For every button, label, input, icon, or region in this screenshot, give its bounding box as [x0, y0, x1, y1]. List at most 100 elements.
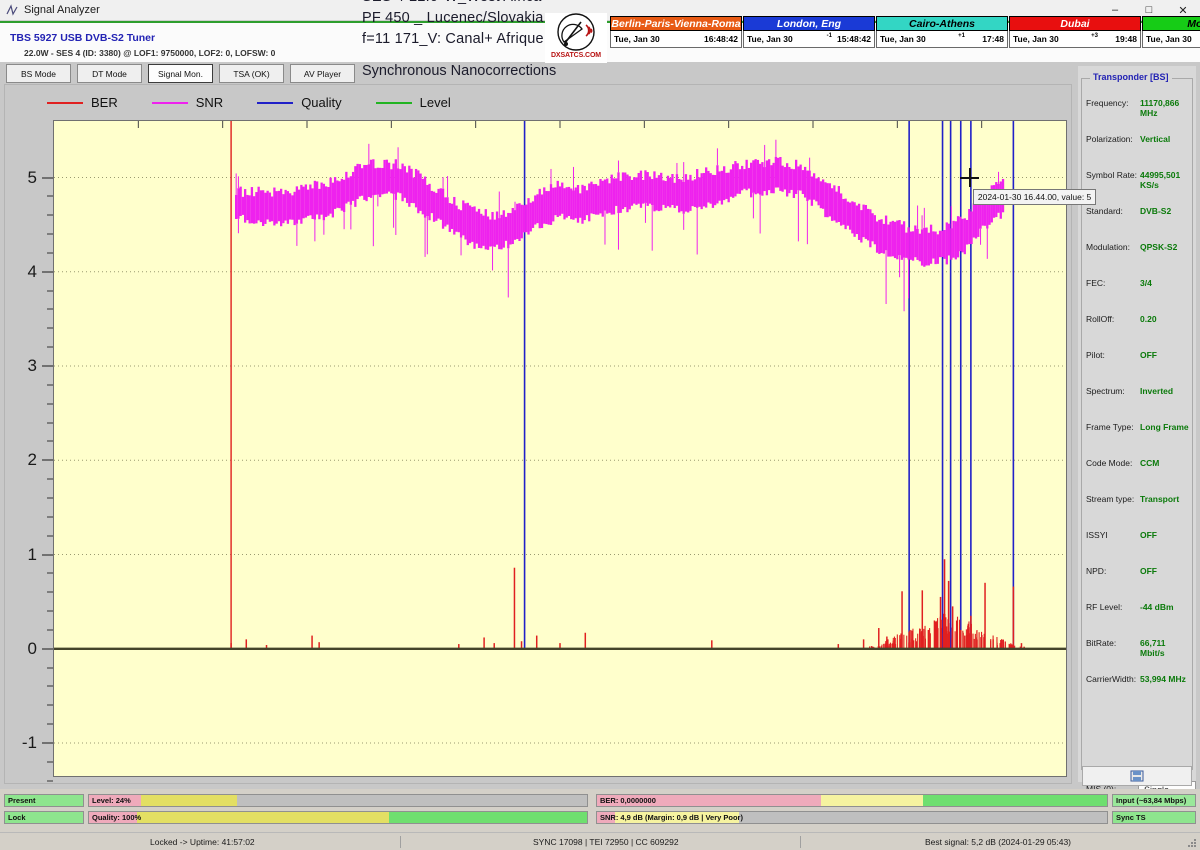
- transponder-group-title: Transponder [BS]: [1090, 72, 1172, 82]
- transponder-row: BitRate: 66,711 Mbit/s: [1086, 638, 1192, 658]
- transponder-row: ISSYI OFF: [1086, 530, 1192, 544]
- plot-area-wrapper[interactable]: 2024-01-30 16.44.00, value: 5: [53, 120, 1097, 777]
- y-axis-minor-tick: [47, 403, 53, 405]
- y-axis-minor-tick: [47, 290, 53, 292]
- clock-value: 17:48: [982, 34, 1004, 44]
- legend-item-snr[interactable]: SNR: [151, 95, 223, 110]
- close-button[interactable]: ✕: [1178, 4, 1188, 17]
- y-axis-tick: [42, 365, 53, 367]
- clock-value: 16:48:42: [703, 34, 738, 44]
- y-axis-minor-tick: [47, 233, 53, 235]
- y-axis-minor-tick: [47, 308, 53, 310]
- y-axis-minor-tick: [47, 195, 53, 197]
- minimize-button[interactable]: –: [1111, 4, 1119, 16]
- transponder-value: 66,711 Mbit/s: [1140, 638, 1166, 658]
- tuner-subtitle: 22.0W - SES 4 (ID: 3380) @ LOF1: 9750000…: [24, 48, 276, 58]
- clock-cell: Cairo-Athens Tue, Jan 30 +1 17:48: [876, 16, 1008, 48]
- transponder-row: Stream type: Transport: [1086, 494, 1192, 508]
- clock-cell: Berlin-Paris-Vienna-Roma Tue, Jan 30 16:48…: [610, 16, 742, 48]
- save-button[interactable]: [1082, 766, 1192, 786]
- y-axis-minor-tick: [47, 572, 53, 574]
- input-bar: Input (~63,84 Mbps): [1112, 794, 1196, 807]
- level-label: Level: 24%: [92, 796, 131, 805]
- y-axis-tick-label: 2: [27, 450, 37, 470]
- transponder-row: RF Level: -44 dBm: [1086, 602, 1192, 616]
- clock-offset: +1: [958, 33, 965, 39]
- y-axis-minor-tick: [47, 667, 53, 669]
- transponder-value: 3/4: [1140, 278, 1152, 288]
- transponder-value: 11170,866 MHz: [1140, 98, 1180, 118]
- clock-city: Cairo-Athens: [876, 16, 1008, 31]
- legend-label: Level: [419, 95, 451, 110]
- y-axis-minor-tick: [47, 478, 53, 480]
- y-axis-tick-label: 5: [27, 167, 37, 187]
- legend-swatch: [257, 101, 294, 104]
- quality-label: Quality: 100%: [92, 813, 142, 822]
- y-axis-minor-tick: [47, 780, 53, 782]
- transponder-key: ISSYI: [1086, 530, 1108, 540]
- uptime-text: Locked -> Uptime: 41:57:02: [150, 837, 255, 847]
- clock-date: Tue, Jan 30: [1013, 34, 1059, 44]
- transponder-row: CarrierWidth: 53,994 MHz: [1086, 674, 1192, 688]
- clock-date: Tue, Jan 30: [747, 34, 793, 44]
- snr-bar: SNR: 4,9 dB (Margin: 0,9 dB | Very Poor): [596, 811, 1108, 824]
- tab-bs-mode[interactable]: BS Mode: [6, 64, 71, 83]
- clock-date: Tue, Jan 30: [1146, 34, 1192, 44]
- y-axis-minor-tick: [47, 327, 53, 329]
- satellite-info-block: SES 4-22.0°W_West Africa PF 450 _ Lucene…: [362, 0, 544, 50]
- quality-bar: Quality: 100%: [88, 811, 588, 824]
- world-clock-bar: Berlin-Paris-Vienna-Roma Tue, Jan 30 16:48…: [610, 16, 1200, 48]
- ber-label: BER: 0,0000000: [600, 796, 656, 805]
- transponder-row: Code Mode: CCM: [1086, 458, 1192, 472]
- signal-chart-panel: BER SNR Quality Level 5 4 3 2 1 0 -1 2024-01-30 1…: [4, 84, 1097, 819]
- transponder-row: FEC: 3/4: [1086, 278, 1192, 292]
- y-axis-tick-label: 3: [27, 356, 37, 376]
- window-title: Signal Analyzer: [24, 4, 100, 16]
- legend-item-quality[interactable]: Quality: [257, 95, 342, 110]
- transponder-key: Code Mode:: [1086, 458, 1133, 468]
- y-axis-minor-tick: [47, 704, 53, 706]
- tab-tsa-ok[interactable]: TSA (OK): [219, 64, 284, 83]
- transponder-value: 0.20: [1140, 314, 1157, 324]
- transponder-key: FEC:: [1086, 278, 1106, 288]
- transponder-value: DVB-S2: [1140, 206, 1172, 216]
- y-axis-tick: [42, 742, 53, 744]
- clock-cell: London, Eng Tue, Jan 30 -1 15:48:42: [743, 16, 875, 48]
- plot-area[interactable]: [53, 120, 1067, 777]
- clock-time-row: Tue, Jan 30 +1 17:48: [876, 31, 1008, 48]
- transponder-value: Inverted: [1140, 386, 1174, 396]
- clock-city: Dubai: [1009, 16, 1141, 31]
- transponder-value: Long Frame: [1140, 422, 1189, 432]
- clock-value: 19:48: [1115, 34, 1137, 44]
- tab-dt-mode[interactable]: DT Mode: [77, 64, 142, 83]
- present-bar: Present: [4, 794, 84, 807]
- save-icon: [1130, 770, 1144, 782]
- window-controls: – □ ✕: [1098, 0, 1200, 21]
- maximize-button[interactable]: □: [1145, 4, 1153, 16]
- y-axis-tick-label: 4: [27, 261, 37, 281]
- clock-cell: MoscowTue, Jan 30+218:48: [1142, 16, 1200, 48]
- clock-time-row: Tue, Jan 30+218:48: [1142, 31, 1200, 48]
- tab-signal-mon[interactable]: Signal Mon.: [148, 64, 213, 83]
- legend-item-ber[interactable]: BER: [47, 95, 118, 110]
- sync-ts-label: Sync TS: [1116, 813, 1146, 822]
- clock-time-row: Tue, Jan 30 16:48:42: [610, 31, 742, 48]
- clock-offset: +3: [1091, 33, 1098, 39]
- snr-label: SNR: 4,9 dB (Margin: 0,9 dB | Very Poor): [600, 813, 743, 822]
- transponder-key: Standard:: [1086, 206, 1123, 216]
- present-label: Present: [8, 796, 36, 805]
- signal-traces: [54, 121, 1066, 744]
- mode-tab-bar[interactable]: BS Mode DT Mode Signal Mon. TSA (OK) AV Play…: [6, 64, 355, 83]
- y-axis-minor-tick: [47, 252, 53, 254]
- legend-swatch: [47, 101, 83, 104]
- y-axis-minor-tick: [47, 685, 53, 687]
- y-axis-minor-tick: [47, 384, 53, 386]
- legend-item-level[interactable]: Level: [375, 95, 451, 110]
- chart-legend: BER SNR Quality Level: [47, 95, 451, 110]
- resize-grip-icon[interactable]: [1187, 838, 1197, 848]
- legend-swatch: [375, 101, 412, 104]
- y-axis-tick: [42, 271, 53, 273]
- tab-av-player[interactable]: AV Player: [290, 64, 355, 83]
- clock-time-row: Tue, Jan 30 +3 19:48: [1009, 31, 1141, 48]
